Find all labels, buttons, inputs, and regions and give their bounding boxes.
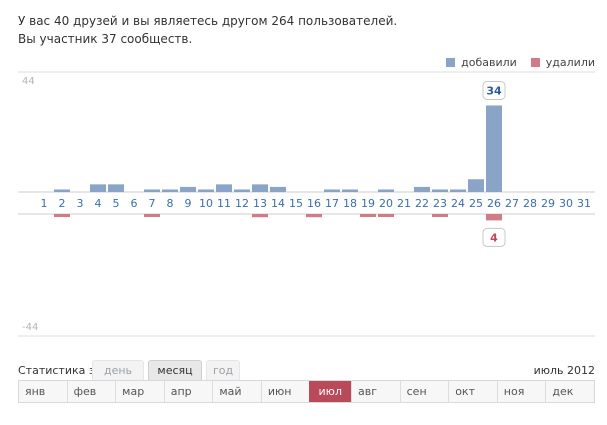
day-tick-label: 13 [253,197,267,210]
day-tick-label: 24 [451,197,465,210]
period-controls: Статистика за день месяц год июль 2012 [18,360,595,381]
day-tick-label: 16 [307,197,321,210]
friends-activity-chart: 44-441 2 3 4 5 6 7 8 9 10 11 12 13 14 15 16 17 18 19 20 21 22… [18,71,595,337]
day-tick-label: 14 [271,197,285,210]
day-tick-label: 10 [199,197,213,210]
added-bar [378,189,394,192]
month-12[interactable]: дек [545,381,594,402]
removed-callout [482,227,506,247]
day-tick-label: 28 [523,197,537,210]
day-tick-label: 8 [167,197,174,210]
added-bar [144,189,160,192]
legend-item-removed[interactable]: удалили [530,56,595,69]
legend-label-added: добавили [461,56,517,69]
day-tick-label: 18 [343,197,357,210]
legend-swatch-added [446,58,456,67]
added-bar [252,184,268,192]
friends-summary-line: У вас 40 друзей и вы являетесь другом 26… [18,14,398,28]
chart-legend: добавили удалили [446,56,595,69]
removed-bar [360,214,376,217]
day-tick-label: 6 [131,197,138,210]
month-3[interactable]: мар [115,381,164,402]
month-2[interactable]: фев [66,381,116,402]
day-tick-label: 15 [289,197,303,210]
removed-bar [252,214,268,218]
added-bar [54,189,70,192]
day-tick-label: 29 [541,197,555,210]
day-tick-label: 12 [235,197,249,210]
communities-summary-line: Вы участник 37 сообществ. [18,32,193,46]
day-tick-label: 7 [149,197,156,210]
removed-bar [432,214,448,217]
added-callout [482,80,506,100]
month-7[interactable]: июл [309,381,352,402]
added-bar [108,184,124,192]
day-tick-label: 27 [505,197,519,210]
legend-swatch-removed [530,58,540,67]
day-tick-label: 9 [185,197,192,210]
period-year-tab[interactable]: год [206,360,240,381]
day-tick-label: 22 [415,197,429,210]
day-tick-label: 11 [217,197,231,210]
day-tick-label: 31 [577,197,591,210]
added-bar [180,186,196,192]
added-bar [162,189,178,192]
added-bar [198,189,214,192]
month-10[interactable]: окт [448,381,497,402]
removed-bar [54,214,70,217]
added-bar [450,189,466,192]
month-11[interactable]: ноя [496,381,546,402]
day-tick-label: 5 [113,197,120,210]
added-bar [216,184,232,192]
month-6[interactable]: июн [260,381,310,402]
legend-item-added[interactable]: добавили [446,56,517,69]
month-1[interactable]: янв [25,385,46,398]
y-min-label: -44 [22,322,38,333]
removed-bar [486,214,502,221]
added-bar [486,105,502,192]
day-tick-label: 20 [379,197,393,210]
added-callout-value: 34 [486,84,502,97]
removed-bar [378,214,394,217]
legend-label-removed: удалили [545,56,595,69]
day-tick-label: 4 [95,197,102,210]
month-selector: янв фев мар апр май июн июл авг сен окт ноя дек [18,380,595,403]
period-day-tab[interactable]: день [92,360,144,381]
added-bar [414,186,430,192]
added-bar [270,186,286,192]
removed-bar [306,214,322,218]
day-tick-label: 26 [487,197,501,210]
day-tick-label: 2 [59,197,66,210]
added-bar [90,184,106,192]
day-tick-label: 3 [77,197,84,210]
day-tick-label: 25 [469,197,483,210]
added-bar [468,179,484,192]
added-bar [342,189,358,192]
day-tick-label: 19 [361,197,375,210]
month-5[interactable]: май [212,381,261,402]
added-bar [324,189,340,192]
month-8[interactable]: авг [351,381,400,402]
day-tick-label: 23 [433,197,447,210]
added-bar [234,189,250,192]
day-tick-label: 30 [559,197,573,210]
stats-label: Статистика за [18,364,102,377]
removed-bar [144,214,160,217]
month-9[interactable]: сен [399,381,449,402]
friends-summary: У вас 40 друзей и вы являетесь другом 26… [18,12,397,48]
day-tick-label: 1 [41,197,48,210]
day-tick-label: 17 [325,197,339,210]
added-bar [432,189,448,192]
month-4[interactable]: апр [163,381,213,402]
day-tick-label: 21 [397,197,411,210]
period-month-tab[interactable]: месяц [148,360,202,381]
y-max-label: 44 [22,76,35,87]
removed-callout-value: 4 [490,231,498,244]
current-period-label: июль 2012 [533,364,595,377]
